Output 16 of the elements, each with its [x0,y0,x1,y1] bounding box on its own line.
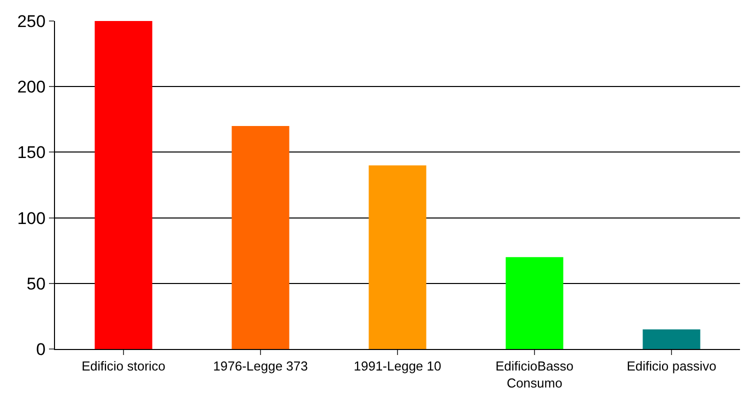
x-tick-label: Edificio storico [82,358,166,374]
y-tick-label: 50 [26,274,46,294]
bar [506,257,564,349]
y-tick-label: 0 [36,340,46,359]
bar [232,126,290,349]
x-tick-label: 1976-Legge 373 [213,358,308,374]
y-tick-label: 100 [17,208,46,228]
bar [642,329,700,349]
bar [368,165,426,349]
x-tick-label: 1991-Legge 10 [354,358,442,374]
x-tick-label: EdificioBasso Consumo [495,358,574,390]
y-tick-label: 150 [17,143,46,162]
y-tick-label: 200 [17,78,46,97]
bar [94,21,152,349]
x-tick-label: Edificio passivo [626,358,716,374]
y-tick-label: 250 [17,12,46,31]
